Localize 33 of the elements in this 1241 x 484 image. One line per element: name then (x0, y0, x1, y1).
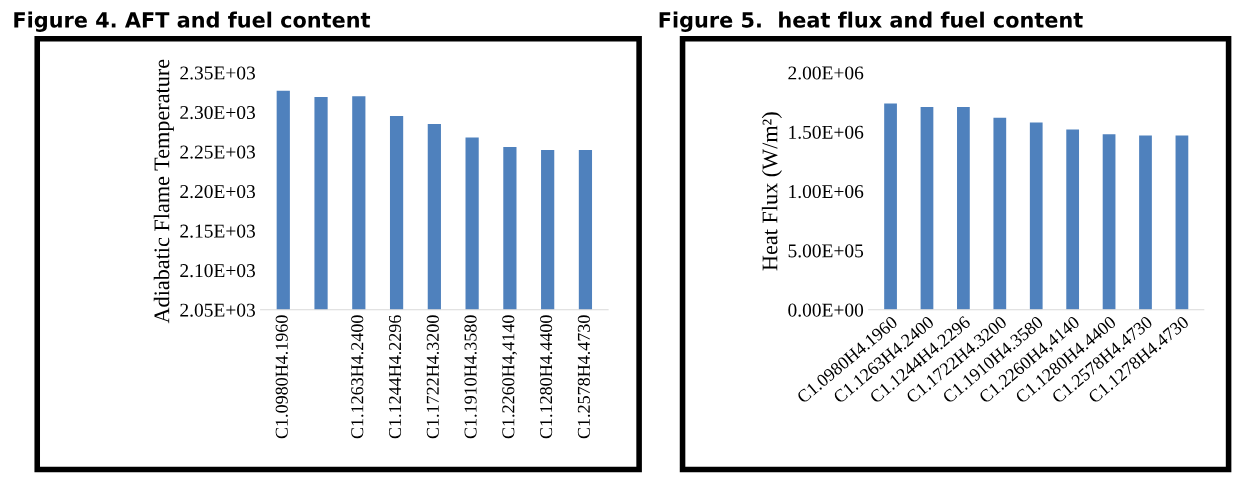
y-axis-title: Heat Flux (W/m²) (761, 112, 782, 271)
y-tick-label: 1.50E+06 (789, 125, 864, 139)
bar (1139, 135, 1152, 310)
bar (1175, 135, 1189, 310)
y-tick-label: 2.25E+03 (180, 145, 255, 159)
y-tick-label: 2.20E+03 (180, 185, 255, 199)
x-tick-label: C1.1244H4.2296 (388, 315, 402, 439)
bar (993, 117, 1007, 310)
x-tick-label: C1.2260H4,4140 (502, 315, 518, 439)
y-tick-label: 2.15E+03 (180, 224, 255, 238)
y-tick-label: 2.30E+03 (180, 105, 255, 120)
bar (1066, 129, 1080, 310)
chart-title: Figure 4. AFT and fuel content (14, 11, 371, 32)
x-tick-label: C1.1263H4.2400 (351, 315, 364, 439)
y-tick-label: 5.00E+05 (788, 244, 864, 258)
bar (957, 106, 970, 310)
y-tick-label: 2.35E+03 (180, 66, 255, 80)
bar (920, 106, 934, 310)
y-tick-label: 2.10E+03 (180, 264, 255, 278)
x-tick-label: C1.1722H4.3200 (426, 315, 439, 439)
y-tick-label: 0.00E+00 (788, 303, 864, 317)
y-tick-label: 2.00E+06 (788, 66, 864, 80)
y-tick-label: 1.00E+06 (789, 185, 864, 199)
chart-title: Figure 5. heat flux and fuel content (659, 11, 1083, 32)
bar (884, 103, 897, 310)
x-tick-label: C1.1910H4.3580 (464, 315, 477, 439)
x-tick-label: C1.1280H4.4400 (539, 315, 553, 439)
y-axis-title: Adiabatic Flame Temperature (153, 59, 174, 324)
bar (1102, 134, 1116, 310)
bar (1029, 122, 1043, 310)
y-tick-label: 2.05E+03 (180, 303, 255, 317)
x-tick-label: C1.0980H4.1960 (275, 315, 288, 439)
x-tick-label: C1.2578H4.4730 (577, 315, 591, 439)
